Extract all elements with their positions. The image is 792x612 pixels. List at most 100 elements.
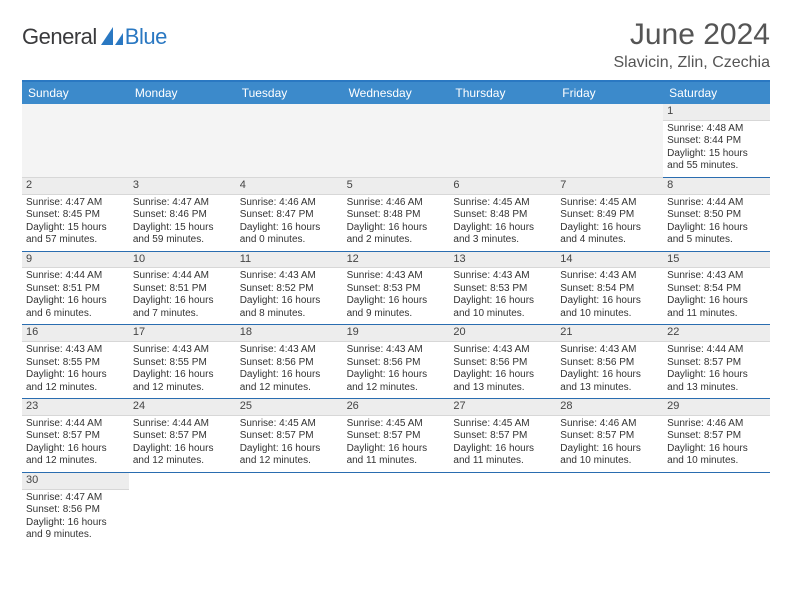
calendar-cell: 1Sunrise: 4:48 AMSunset: 8:44 PMDaylight…	[663, 104, 770, 178]
daylight-line: Daylight: 16 hours and 13 minutes.	[453, 369, 552, 394]
sunrise-line: Sunrise: 4:43 AM	[560, 344, 659, 357]
day-number: 19	[343, 325, 450, 342]
daylight-line: Daylight: 16 hours and 10 minutes.	[560, 295, 659, 320]
daylight-line: Daylight: 16 hours and 4 minutes.	[560, 222, 659, 247]
calendar-cell: 9Sunrise: 4:44 AMSunset: 8:51 PMDaylight…	[22, 252, 129, 326]
weekday-header: Tuesday	[236, 82, 343, 104]
calendar-cell: 6Sunrise: 4:45 AMSunset: 8:48 PMDaylight…	[449, 178, 556, 252]
sunset-line: Sunset: 8:48 PM	[453, 209, 552, 222]
brand-logo: General Blue	[22, 24, 167, 50]
day-number: 15	[663, 252, 770, 269]
day-number: 14	[556, 252, 663, 269]
calendar-cell: 4Sunrise: 4:46 AMSunset: 8:47 PMDaylight…	[236, 178, 343, 252]
daylight-line: Daylight: 16 hours and 10 minutes.	[453, 295, 552, 320]
month-title: June 2024	[614, 18, 771, 52]
calendar-cell-blank	[663, 473, 770, 546]
sunrise-line: Sunrise: 4:44 AM	[667, 344, 766, 357]
sunset-line: Sunset: 8:57 PM	[240, 430, 339, 443]
calendar-grid: 1Sunrise: 4:48 AMSunset: 8:44 PMDaylight…	[22, 104, 770, 546]
calendar-cell: 7Sunrise: 4:45 AMSunset: 8:49 PMDaylight…	[556, 178, 663, 252]
daylight-line: Daylight: 16 hours and 12 minutes.	[347, 369, 446, 394]
calendar-cell: 30Sunrise: 4:47 AMSunset: 8:56 PMDayligh…	[22, 473, 129, 546]
calendar-cell-blank	[556, 104, 663, 178]
brand-word-2: Blue	[125, 24, 167, 50]
weekday-header: Thursday	[449, 82, 556, 104]
sunset-line: Sunset: 8:57 PM	[453, 430, 552, 443]
header-row: General Blue June 2024 Slavicin, Zlin, C…	[22, 18, 770, 72]
daylight-line: Daylight: 16 hours and 11 minutes.	[347, 443, 446, 468]
daylight-line: Daylight: 15 hours and 59 minutes.	[133, 222, 232, 247]
day-number: 3	[129, 178, 236, 195]
daylight-line: Daylight: 16 hours and 12 minutes.	[26, 443, 125, 468]
sunrise-line: Sunrise: 4:43 AM	[133, 344, 232, 357]
daylight-line: Daylight: 16 hours and 12 minutes.	[240, 369, 339, 394]
daylight-line: Daylight: 16 hours and 13 minutes.	[560, 369, 659, 394]
calendar-cell: 28Sunrise: 4:46 AMSunset: 8:57 PMDayligh…	[556, 399, 663, 473]
day-number: 10	[129, 252, 236, 269]
daylight-line: Daylight: 15 hours and 57 minutes.	[26, 222, 125, 247]
calendar-cell-blank	[129, 104, 236, 178]
daylight-line: Daylight: 16 hours and 11 minutes.	[667, 295, 766, 320]
calendar-cell: 5Sunrise: 4:46 AMSunset: 8:48 PMDaylight…	[343, 178, 450, 252]
sunset-line: Sunset: 8:52 PM	[240, 283, 339, 296]
day-number: 25	[236, 399, 343, 416]
brand-word-1: General	[22, 24, 97, 50]
sunrise-line: Sunrise: 4:44 AM	[133, 270, 232, 283]
calendar-cell: 20Sunrise: 4:43 AMSunset: 8:56 PMDayligh…	[449, 325, 556, 399]
day-number: 27	[449, 399, 556, 416]
sunrise-line: Sunrise: 4:47 AM	[133, 197, 232, 210]
calendar-cell: 22Sunrise: 4:44 AMSunset: 8:57 PMDayligh…	[663, 325, 770, 399]
sunset-line: Sunset: 8:44 PM	[667, 135, 766, 148]
calendar-cell-blank	[236, 104, 343, 178]
day-number: 21	[556, 325, 663, 342]
sunset-line: Sunset: 8:56 PM	[560, 357, 659, 370]
sunrise-line: Sunrise: 4:45 AM	[347, 418, 446, 431]
sunset-line: Sunset: 8:51 PM	[133, 283, 232, 296]
daylight-line: Daylight: 16 hours and 12 minutes.	[240, 443, 339, 468]
sail-icon	[99, 25, 125, 50]
day-number: 9	[22, 252, 129, 269]
day-number: 26	[343, 399, 450, 416]
sunset-line: Sunset: 8:51 PM	[26, 283, 125, 296]
calendar-cell-blank	[556, 473, 663, 546]
sunset-line: Sunset: 8:57 PM	[667, 430, 766, 443]
calendar-cell: 3Sunrise: 4:47 AMSunset: 8:46 PMDaylight…	[129, 178, 236, 252]
sunrise-line: Sunrise: 4:45 AM	[453, 197, 552, 210]
sunrise-line: Sunrise: 4:46 AM	[560, 418, 659, 431]
sunrise-line: Sunrise: 4:44 AM	[26, 418, 125, 431]
day-number: 23	[22, 399, 129, 416]
sunrise-line: Sunrise: 4:46 AM	[667, 418, 766, 431]
daylight-line: Daylight: 16 hours and 3 minutes.	[453, 222, 552, 247]
sunset-line: Sunset: 8:57 PM	[26, 430, 125, 443]
calendar-cell: 26Sunrise: 4:45 AMSunset: 8:57 PMDayligh…	[343, 399, 450, 473]
calendar-cell-blank	[343, 104, 450, 178]
sunrise-line: Sunrise: 4:43 AM	[347, 344, 446, 357]
calendar-cell: 25Sunrise: 4:45 AMSunset: 8:57 PMDayligh…	[236, 399, 343, 473]
sunrise-line: Sunrise: 4:47 AM	[26, 197, 125, 210]
sunset-line: Sunset: 8:55 PM	[26, 357, 125, 370]
sunset-line: Sunset: 8:50 PM	[667, 209, 766, 222]
sunrise-line: Sunrise: 4:43 AM	[347, 270, 446, 283]
day-number: 29	[663, 399, 770, 416]
day-number: 30	[22, 473, 129, 490]
sunset-line: Sunset: 8:57 PM	[133, 430, 232, 443]
sunset-line: Sunset: 8:55 PM	[133, 357, 232, 370]
daylight-line: Daylight: 16 hours and 9 minutes.	[347, 295, 446, 320]
calendar-cell: 15Sunrise: 4:43 AMSunset: 8:54 PMDayligh…	[663, 252, 770, 326]
day-number: 8	[663, 178, 770, 195]
day-number: 2	[22, 178, 129, 195]
daylight-line: Daylight: 16 hours and 11 minutes.	[453, 443, 552, 468]
weekday-header: Saturday	[663, 82, 770, 104]
day-number: 17	[129, 325, 236, 342]
sunset-line: Sunset: 8:56 PM	[240, 357, 339, 370]
location-text: Slavicin, Zlin, Czechia	[614, 54, 771, 72]
sunrise-line: Sunrise: 4:44 AM	[26, 270, 125, 283]
sunset-line: Sunset: 8:45 PM	[26, 209, 125, 222]
daylight-line: Daylight: 16 hours and 2 minutes.	[347, 222, 446, 247]
calendar-cell: 10Sunrise: 4:44 AMSunset: 8:51 PMDayligh…	[129, 252, 236, 326]
sunrise-line: Sunrise: 4:43 AM	[667, 270, 766, 283]
daylight-line: Daylight: 16 hours and 13 minutes.	[667, 369, 766, 394]
day-number: 7	[556, 178, 663, 195]
sunset-line: Sunset: 8:57 PM	[667, 357, 766, 370]
sunset-line: Sunset: 8:56 PM	[453, 357, 552, 370]
